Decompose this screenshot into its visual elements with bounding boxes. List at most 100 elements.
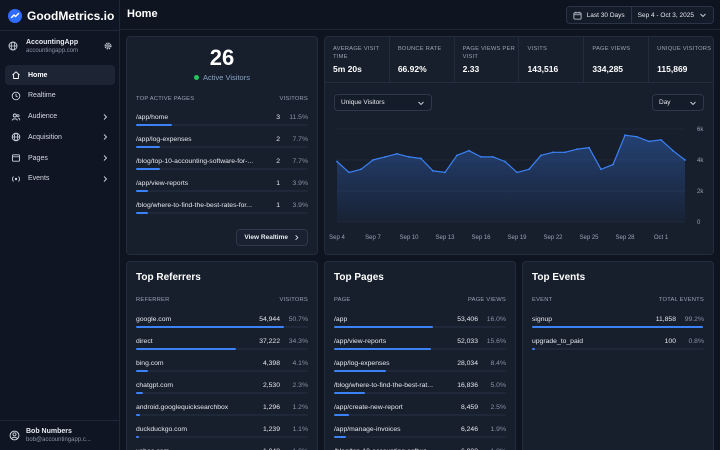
share-bar	[136, 212, 149, 214]
sidebar-nav: Home Realtime Audience Acquisition	[5, 65, 115, 190]
card-title: Top Referrers	[136, 272, 201, 283]
list-item[interactable]: upgrade_to_paid 100 0.8%	[532, 334, 704, 356]
stat-average-visit-time[interactable]: AVERAGE VISIT TIME 5m 20s	[325, 37, 390, 82]
data-point[interactable]	[336, 160, 338, 163]
list-item-label: upgrade_to_paid	[532, 337, 584, 345]
data-point[interactable]	[348, 171, 350, 174]
share-bar-track	[136, 212, 308, 214]
sidebar-item-home[interactable]: Home	[5, 65, 115, 85]
list-item[interactable]: /blog/where-to-find-the-best-rates-for..…	[136, 198, 308, 220]
data-point[interactable]	[552, 151, 554, 154]
list-item[interactable]: /app/view-reports 1 3.9%	[136, 176, 308, 198]
column-header-page: PAGE	[334, 297, 351, 303]
series-line	[336, 134, 686, 173]
list-item-percent: 7.7%	[292, 135, 309, 143]
list-item[interactable]: bing.com 4,398 4.1%	[136, 356, 308, 378]
data-point[interactable]	[432, 169, 434, 172]
list-item[interactable]: /app/log-expenses 28,034 8.4%	[334, 356, 506, 378]
list-item[interactable]: /blog/top-10-accounting-softwa...6,0001.…	[334, 444, 506, 450]
view-realtime-button[interactable]: View Realtime	[236, 229, 308, 246]
list-item-percent: 2.5%	[490, 403, 507, 411]
user-menu[interactable]: Bob Numbers bob@accountingapp.c...	[8, 424, 116, 446]
share-bar-track	[532, 326, 704, 328]
list-item-percent: 3.9%	[292, 201, 309, 209]
stat-page-views-per-visit[interactable]: PAGE VIEWS PER VISIT 2.33	[455, 37, 520, 82]
sidebar-item-pages[interactable]: Pages	[5, 148, 115, 168]
data-point[interactable]	[672, 149, 674, 152]
list-item[interactable]: signup 11,858 99.2%	[532, 312, 704, 334]
data-point[interactable]	[540, 154, 542, 157]
interval-select[interactable]: Day	[652, 94, 704, 111]
data-point[interactable]	[660, 138, 662, 141]
list-item[interactable]: /blog/top-10-accounting-software-for-...…	[136, 154, 308, 176]
list-item[interactable]: chatgpt.com 2,530 2.3%	[136, 378, 308, 400]
list-item[interactable]: /app/home 3 11.5%	[136, 110, 308, 132]
sidebar-item-realtime[interactable]: Realtime	[5, 86, 115, 106]
data-point[interactable]	[612, 163, 614, 166]
list-item[interactable]: direct 37,222 34.3%	[136, 334, 308, 356]
list-item[interactable]: /app/log-expenses 2 7.7%	[136, 132, 308, 154]
data-point[interactable]	[684, 159, 686, 161]
pages-icon	[11, 153, 21, 163]
list-item-value: 4,398	[262, 359, 280, 367]
stat-bounce-rate[interactable]: BOUNCE RATE 66.92%	[390, 37, 455, 82]
calendar-icon	[573, 11, 582, 20]
data-point[interactable]	[528, 168, 530, 171]
data-point[interactable]	[408, 156, 410, 158]
data-point[interactable]	[372, 159, 374, 161]
data-point[interactable]	[564, 151, 566, 154]
data-point[interactable]	[648, 140, 650, 143]
data-point[interactable]	[624, 134, 626, 137]
sidebar-item-events[interactable]: Events	[5, 169, 115, 189]
data-point[interactable]	[636, 135, 638, 138]
visitors-chart[interactable]: 0 2k 4k 6k Sep 4 Sep 7 Sep 10 Sep 13 Sep 16 Sep 1…	[325, 121, 713, 254]
x-tick-label: Sep 19	[507, 235, 527, 241]
list-item-percent: 34.3%	[288, 337, 308, 345]
data-point[interactable]	[588, 146, 590, 149]
sidebar-item-label: Events	[28, 175, 50, 183]
date-range-preset[interactable]: Last 30 Days	[567, 7, 631, 23]
stat-unique-visitors[interactable]: UNIQUE VISITORS 115,869	[649, 37, 713, 82]
stat-value: 5m 20s	[333, 64, 362, 74]
list-item[interactable]: android.googlequicksearchbox 1,296 1.2%	[136, 400, 308, 422]
list-item[interactable]: /blog/where-to-find-the-best-rat... 16,83…	[334, 378, 506, 400]
x-tick-label: Sep 28	[615, 235, 635, 241]
list-item[interactable]: google.com 54,944 50.7%	[136, 312, 308, 334]
date-range-picker[interactable]: Last 30 Days Sep 4 - Oct 3, 2025	[565, 6, 714, 24]
table-header: PAGE PAGE VIEWS	[334, 297, 506, 303]
data-point[interactable]	[492, 156, 494, 158]
list-item-label: /app/log-expenses	[334, 359, 390, 367]
date-range-dates[interactable]: Sep 4 - Oct 3, 2025	[630, 7, 713, 23]
data-point[interactable]	[420, 157, 422, 160]
account-switcher[interactable]: AccountingApp accountingapp.com	[6, 36, 114, 56]
data-point[interactable]	[444, 171, 446, 174]
list-item[interactable]: /app 53,406 16.0%	[334, 312, 506, 334]
metric-select-value: Unique Visitors	[341, 99, 385, 106]
list-item[interactable]: /app/create-new-report 8,459 2.5%	[334, 400, 506, 422]
data-point[interactable]	[396, 152, 398, 155]
share-bar	[136, 436, 140, 438]
gear-icon[interactable]	[102, 40, 114, 52]
data-point[interactable]	[468, 149, 470, 152]
sidebar-item-audience[interactable]: Audience	[5, 107, 115, 127]
stat-visits[interactable]: VISITS 143,516	[519, 37, 585, 82]
data-point[interactable]	[360, 168, 362, 171]
data-point[interactable]	[600, 168, 602, 171]
data-point[interactable]	[504, 160, 506, 163]
series-area	[337, 135, 685, 222]
brand[interactable]: GoodMetrics.io	[8, 7, 114, 25]
data-point[interactable]	[480, 156, 482, 158]
list-item[interactable]: /app/view-reports 52,033 15.6%	[334, 334, 506, 356]
list-item[interactable]: duckduckgo.com 1,239 1.1%	[136, 422, 308, 444]
data-point[interactable]	[576, 148, 578, 151]
metric-select[interactable]: Unique Visitors	[334, 94, 432, 111]
list-item[interactable]: /app/manage-invoices 6,246 1.9%	[334, 422, 506, 444]
data-point[interactable]	[384, 156, 386, 158]
data-point[interactable]	[516, 171, 518, 174]
stat-page-views[interactable]: PAGE VIEWS 334,285	[584, 37, 650, 82]
sidebar-item-acquisition[interactable]: Acquisition	[5, 127, 115, 147]
data-point[interactable]	[456, 154, 458, 157]
list-item-label: android.googlequicksearchbox	[136, 403, 229, 411]
x-tick-label: Sep 13	[435, 235, 455, 241]
